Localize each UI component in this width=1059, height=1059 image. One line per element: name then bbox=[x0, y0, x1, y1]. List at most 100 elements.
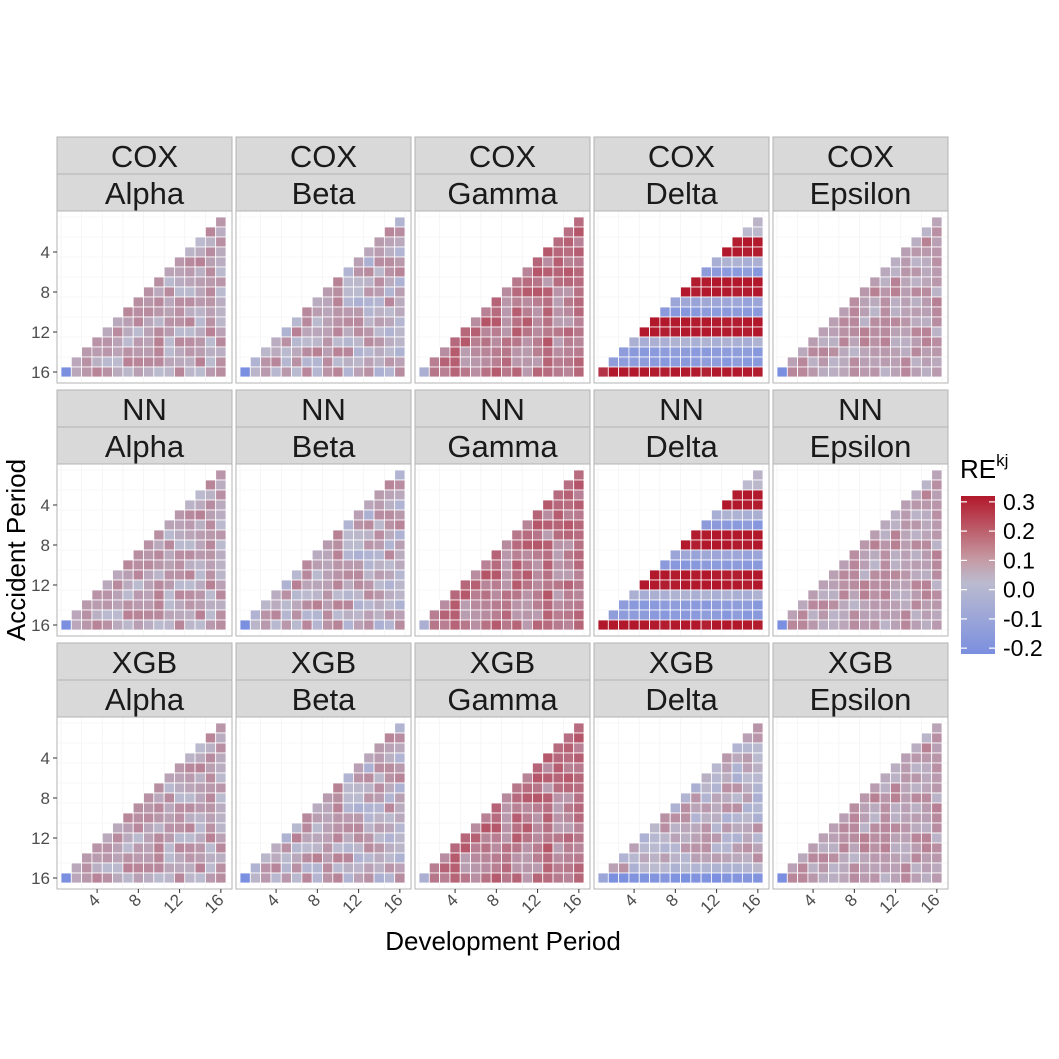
heatmap-cell bbox=[184, 306, 196, 318]
heatmap-cell bbox=[215, 226, 227, 238]
heatmap-cell bbox=[122, 832, 134, 844]
heatmap-cell bbox=[459, 842, 471, 854]
heatmap-cell bbox=[552, 782, 564, 794]
heatmap-cell bbox=[112, 872, 124, 884]
x-tick-label: 4 bbox=[263, 890, 283, 910]
heatmap-cell bbox=[542, 619, 554, 631]
heatmap-cell bbox=[122, 579, 134, 591]
heatmap-cell bbox=[163, 326, 175, 338]
heatmap-cell bbox=[900, 519, 912, 531]
heatmap-cell bbox=[353, 336, 365, 348]
heatmap-cell bbox=[838, 569, 850, 581]
heatmap-cell bbox=[659, 336, 671, 348]
heatmap-cell bbox=[322, 569, 334, 581]
heatmap-cell bbox=[153, 802, 165, 814]
heatmap-cell bbox=[910, 569, 922, 581]
heatmap-cell bbox=[669, 589, 681, 601]
heatmap-cell bbox=[890, 802, 902, 814]
heatmap-cell bbox=[562, 832, 575, 844]
heatmap-cell bbox=[184, 559, 196, 571]
heatmap-cell bbox=[153, 326, 165, 338]
heatmap-cell bbox=[562, 519, 575, 531]
heatmap-cell bbox=[910, 306, 922, 318]
heatmap-cell bbox=[394, 559, 406, 571]
heatmap-cell bbox=[721, 812, 733, 824]
heatmap-cell bbox=[270, 609, 282, 621]
heatmap-cell bbox=[153, 842, 165, 854]
heatmap-cell bbox=[280, 599, 292, 611]
heatmap-cell bbox=[573, 366, 585, 378]
heatmap-cell bbox=[194, 742, 206, 754]
x-tick-label: 4 bbox=[621, 890, 641, 910]
heatmap-cell bbox=[618, 609, 630, 621]
heatmap-cell bbox=[721, 549, 733, 561]
heatmap-cell bbox=[280, 366, 292, 378]
heatmap-cell bbox=[239, 872, 251, 884]
heatmap-cell bbox=[112, 832, 124, 844]
heatmap-cell bbox=[91, 336, 103, 348]
heatmap-cell bbox=[383, 559, 396, 571]
heatmap-cell bbox=[122, 619, 134, 631]
heatmap-cell bbox=[752, 742, 764, 754]
heatmap-cell bbox=[394, 609, 406, 621]
heatmap-cell bbox=[721, 619, 733, 631]
heatmap-cell bbox=[721, 762, 733, 774]
heatmap-cell bbox=[511, 326, 523, 338]
heatmap-cell bbox=[848, 812, 860, 824]
heatmap-cell bbox=[332, 539, 344, 551]
heatmap-cell bbox=[322, 346, 334, 358]
heatmap-cell bbox=[215, 772, 227, 784]
heatmap-cell bbox=[153, 559, 165, 571]
heatmap-cell bbox=[573, 742, 585, 754]
heatmap-cell bbox=[752, 842, 764, 854]
heatmap-cell bbox=[700, 539, 712, 551]
heatmap-cell bbox=[817, 852, 829, 864]
heatmap-cell bbox=[721, 366, 733, 378]
heatmap-cell bbox=[618, 852, 630, 864]
heatmap-cell bbox=[573, 276, 585, 288]
heatmap-cell bbox=[215, 356, 227, 368]
heatmap-cell bbox=[459, 599, 471, 611]
heatmap-cell bbox=[194, 499, 206, 511]
heatmap-cell bbox=[659, 609, 671, 621]
heatmap-cell bbox=[721, 772, 733, 784]
heatmap-cell bbox=[153, 346, 165, 358]
heatmap-cell bbox=[562, 489, 575, 501]
heatmap-cell bbox=[394, 296, 406, 308]
heatmap-cell bbox=[291, 569, 303, 581]
heatmap-cell bbox=[890, 812, 902, 824]
heatmap-cell bbox=[353, 296, 365, 308]
heatmap-cell bbox=[153, 306, 165, 318]
heatmap-cell bbox=[511, 852, 523, 864]
heatmap-cell bbox=[562, 549, 575, 561]
heatmap-cell bbox=[342, 802, 354, 814]
heatmap-cell bbox=[322, 549, 334, 561]
heatmap-cell bbox=[711, 326, 723, 338]
heatmap-cell bbox=[910, 599, 922, 611]
heatmap-cell bbox=[552, 609, 564, 621]
heatmap-cell bbox=[542, 539, 554, 551]
heatmap-cell bbox=[174, 519, 186, 531]
heatmap-cell bbox=[163, 276, 175, 288]
heatmap-cell bbox=[301, 842, 313, 854]
heatmap-cell bbox=[869, 286, 881, 298]
heatmap-cell bbox=[573, 569, 585, 581]
heatmap-cell bbox=[721, 599, 733, 611]
heatmap-cell bbox=[910, 559, 922, 571]
heatmap-cell bbox=[332, 832, 344, 844]
heatmap-cell bbox=[910, 236, 922, 248]
heatmap-cell bbox=[931, 499, 943, 511]
heatmap-cell bbox=[890, 286, 902, 298]
heatmap-cell bbox=[542, 609, 554, 621]
strip-model bbox=[235, 389, 412, 428]
heatmap-cell bbox=[163, 529, 175, 541]
heatmap-cell bbox=[931, 822, 943, 834]
heatmap-cell bbox=[532, 782, 544, 794]
heatmap-cell bbox=[280, 862, 292, 874]
heatmap-cell bbox=[879, 589, 891, 601]
heatmap-cell bbox=[669, 619, 681, 631]
heatmap-cell bbox=[501, 812, 513, 824]
heatmap-cell bbox=[752, 366, 764, 378]
heatmap-cell bbox=[428, 862, 441, 874]
